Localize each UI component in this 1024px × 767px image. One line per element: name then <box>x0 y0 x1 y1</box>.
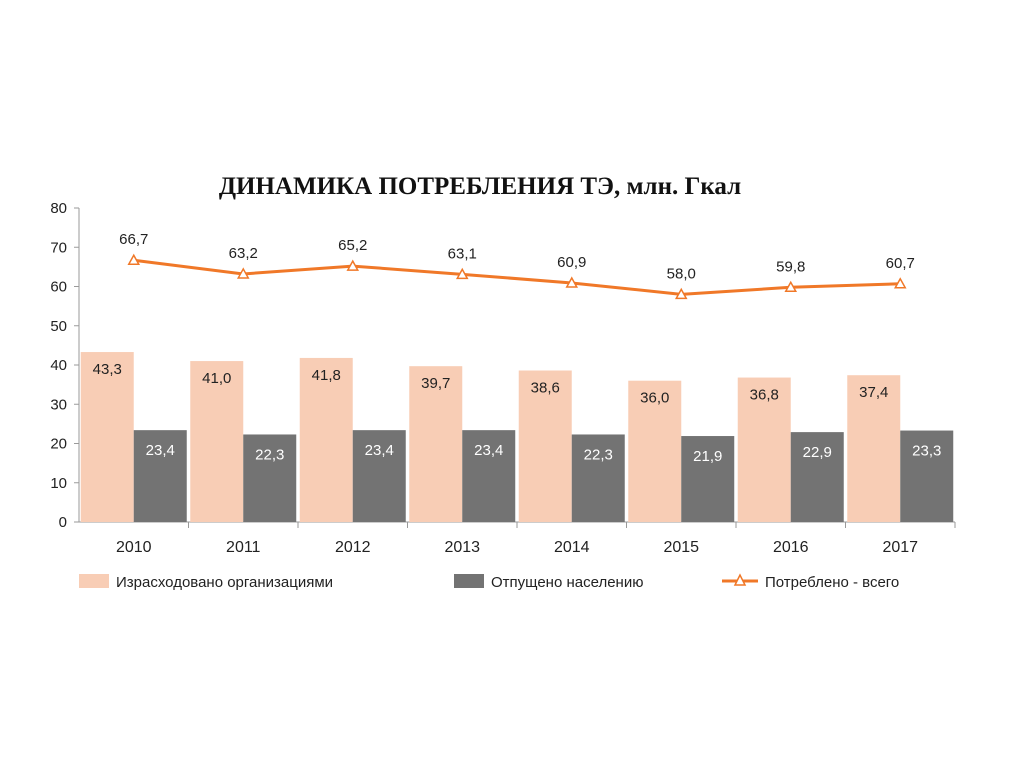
data-label-organizations: 36,8 <box>750 387 779 404</box>
data-label-organizations: 36,0 <box>640 390 669 407</box>
line-marker-triangle <box>784 280 798 293</box>
y-tick-label: 40 <box>50 357 67 374</box>
data-label-population: 23,4 <box>365 442 394 459</box>
data-label-population: 22,3 <box>255 446 284 463</box>
data-label-total: 63,1 <box>448 245 477 262</box>
y-tick-label: 70 <box>50 239 67 256</box>
data-label-organizations: 39,7 <box>421 375 450 392</box>
y-tick-label: 80 <box>50 200 67 217</box>
line-marker-triangle <box>565 276 579 288</box>
legend-label-total: Потреблено - всего <box>765 574 899 591</box>
legend-swatch-population <box>454 574 484 588</box>
bar-organizations <box>847 375 901 522</box>
legend: Израсходовано организациями Отпущено насе… <box>79 573 899 591</box>
legend-label-organizations: Израсходовано организациями <box>116 574 333 591</box>
data-label-total: 58,0 <box>667 265 696 282</box>
line-marker-triangle <box>893 277 907 289</box>
bar-population <box>900 430 954 522</box>
x-tick-label: 2013 <box>444 539 480 556</box>
bar-organizations <box>299 357 353 522</box>
data-label-total: 65,2 <box>338 237 367 254</box>
data-label-population: 23,3 <box>912 443 941 460</box>
data-label-organizations: 37,4 <box>859 384 888 401</box>
data-label-organizations: 43,3 <box>93 361 122 378</box>
data-labels: 43,3 23,4 41,0 22,3 41,8 23,4 39,7 23,4 38,6 22,3… <box>93 231 942 465</box>
bar-population <box>243 434 297 522</box>
y-tick-label: 20 <box>50 436 67 453</box>
line-total <box>133 258 901 296</box>
bar-population <box>133 430 187 522</box>
line-marker-triangle <box>236 267 250 279</box>
line-marker-triangle <box>346 259 360 271</box>
data-label-organizations: 41,8 <box>312 367 341 384</box>
bar-organizations <box>190 361 244 522</box>
x-tick-label: 2016 <box>773 539 809 556</box>
data-label-population: 21,9 <box>693 448 722 465</box>
bar-population <box>571 434 625 522</box>
x-tick-label: 2015 <box>663 539 699 556</box>
data-label-population: 23,4 <box>146 442 175 459</box>
y-tick-label: 60 <box>50 279 67 296</box>
legend-swatch-organizations <box>79 574 109 588</box>
data-label-total: 63,2 <box>229 245 258 262</box>
bar-population <box>352 430 406 522</box>
chart-title: ДИНАМИКА ПОТРЕБЛЕНИЯ ТЭ, млн. Гкал <box>219 173 741 200</box>
line-series <box>127 253 907 300</box>
bar-organizations <box>737 377 791 522</box>
y-tick-label: 0 <box>59 514 67 531</box>
bar-organizations <box>518 370 572 522</box>
data-label-total: 60,7 <box>886 255 915 272</box>
axes: 0 10 20 30 40 50 60 70 80 2010 2011 2012 2013 2014 201… <box>50 200 956 556</box>
data-label-organizations: 41,0 <box>202 370 231 387</box>
line-marker-triangle <box>674 287 688 300</box>
data-label-total: 60,9 <box>557 254 586 271</box>
bar-population <box>681 436 735 522</box>
bar-organizations <box>628 380 682 522</box>
x-tick-label: 2014 <box>554 539 590 556</box>
bar-organizations <box>80 352 134 522</box>
line-marker-triangle <box>455 267 469 280</box>
data-label-population: 23,4 <box>474 442 503 459</box>
x-tick-label: 2011 <box>226 539 261 556</box>
data-label-population: 22,3 <box>584 446 613 463</box>
legend-label-population: Отпущено населению <box>491 574 643 591</box>
y-tick-label: 50 <box>50 318 67 335</box>
x-tick-label: 2012 <box>335 539 371 556</box>
data-label-population: 22,9 <box>803 444 832 461</box>
y-tick-label: 30 <box>50 396 67 413</box>
line-marker-triangle <box>127 253 141 265</box>
y-tick-label: 10 <box>50 475 67 492</box>
bar-population <box>790 432 844 522</box>
data-label-total: 66,7 <box>119 231 148 248</box>
data-label-total: 59,8 <box>776 258 805 275</box>
x-tick-label: 2017 <box>882 539 918 556</box>
legend-marker-triangle <box>733 573 747 586</box>
x-tick-label: 2010 <box>116 539 152 556</box>
bar-population <box>462 430 516 522</box>
bar-organizations <box>409 366 463 522</box>
data-label-organizations: 38,6 <box>531 379 560 396</box>
bars <box>80 352 954 522</box>
